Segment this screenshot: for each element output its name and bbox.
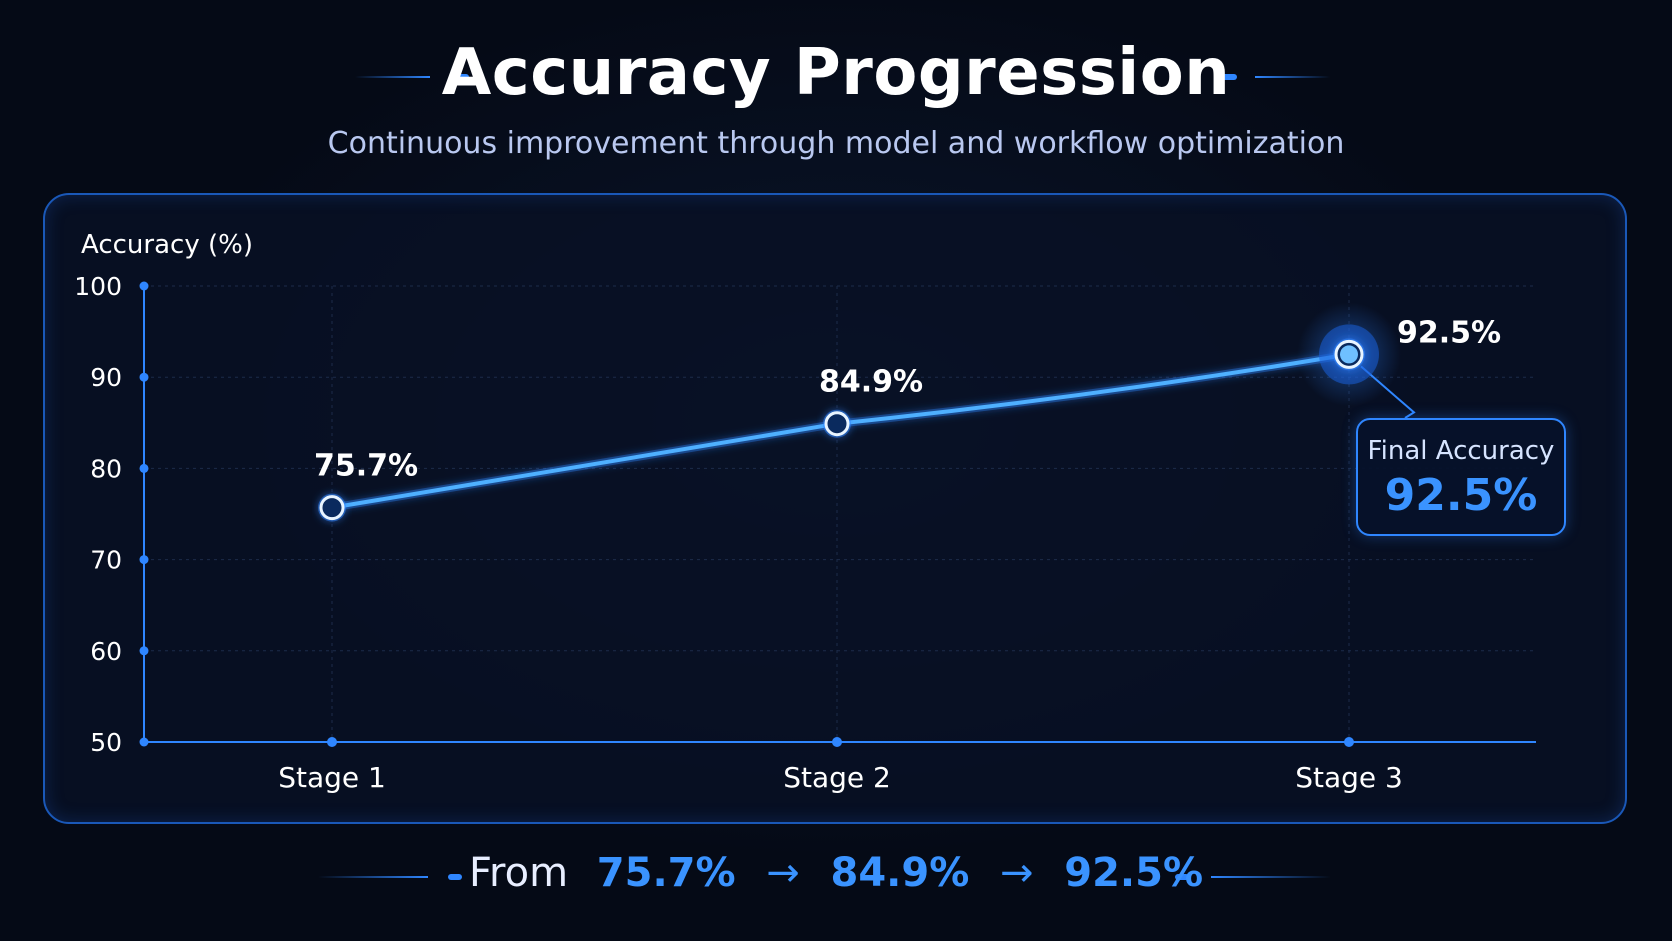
- data-label: 92.5%: [1397, 315, 1501, 350]
- progress-summary: From 75.7% → 84.9% → 92.5%: [0, 850, 1672, 896]
- y-tick-label: 70: [90, 546, 122, 575]
- x-tick-dot: [832, 737, 842, 747]
- y-tick-label: 80: [90, 454, 122, 483]
- data-label: 75.7%: [314, 449, 418, 484]
- summary-value-1: 75.7%: [596, 850, 736, 896]
- page-title: Accuracy Progression: [441, 36, 1231, 110]
- data-point: [319, 495, 345, 521]
- x-tick-label: Stage 2: [783, 761, 891, 794]
- y-axis-title: Accuracy (%): [81, 230, 253, 260]
- y-tick-label: 50: [90, 728, 122, 757]
- data-label: 84.9%: [819, 365, 923, 400]
- final-accuracy-callout: Final Accuracy 92.5%: [1356, 418, 1566, 536]
- callout-label: Final Accuracy: [1367, 436, 1555, 466]
- x-tick-dot: [1344, 737, 1354, 747]
- y-tick-label: 90: [90, 363, 122, 392]
- x-tick-dot: [327, 737, 337, 747]
- arrow-icon: →: [1000, 850, 1034, 896]
- y-tick-label: 60: [90, 637, 122, 666]
- data-point-core: [1340, 345, 1358, 364]
- y-tick-label: 100: [74, 272, 122, 301]
- summary-from-label: From: [468, 850, 569, 896]
- arrow-icon: →: [766, 850, 800, 896]
- summary-value-3: 92.5%: [1064, 850, 1204, 896]
- data-point: [824, 411, 850, 437]
- x-tick-label: Stage 3: [1295, 761, 1403, 794]
- page-subtitle: Continuous improvement through model and…: [327, 126, 1345, 161]
- callout-value: 92.5%: [1384, 470, 1538, 521]
- x-tick-label: Stage 1: [278, 761, 386, 794]
- summary-value-2: 84.9%: [830, 850, 970, 896]
